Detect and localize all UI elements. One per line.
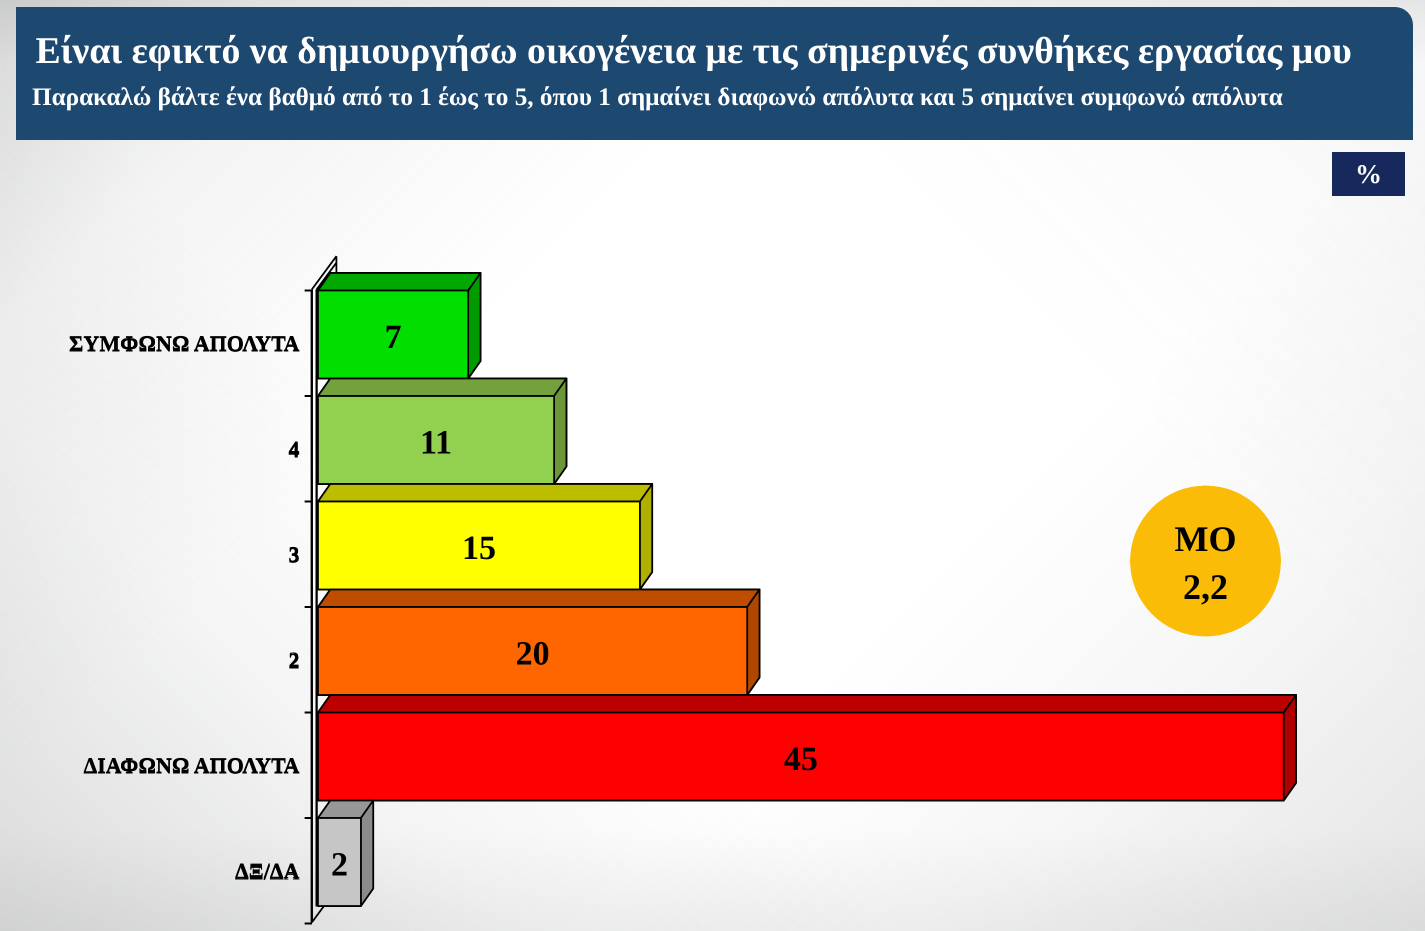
svg-text:45: 45 — [784, 741, 818, 778]
svg-text:ΔΞ/ΔΑ: ΔΞ/ΔΑ — [235, 859, 300, 884]
svg-text:3: 3 — [289, 543, 300, 568]
svg-text:3: 3 — [289, 541, 300, 566]
svg-text:ΣΥΜΦΩΝΩ ΑΠΟΛΥΤΑ: ΣΥΜΦΩΝΩ ΑΠΟΛΥΤΑ — [69, 330, 300, 355]
svg-text:ΔΙΑΦΩΝΩ ΑΠΟΛΥΤΑ: ΔΙΑΦΩΝΩ ΑΠΟΛΥΤΑ — [83, 754, 299, 779]
svg-text:ΜΟ: ΜΟ — [1175, 519, 1237, 559]
svg-text:4: 4 — [289, 437, 300, 462]
svg-text:11: 11 — [420, 425, 452, 462]
svg-text:ΔΞ/ΔΑ: ΔΞ/ΔΑ — [235, 858, 300, 883]
svg-text:2: 2 — [331, 847, 348, 884]
svg-text:4: 4 — [289, 437, 300, 462]
svg-text:15: 15 — [462, 530, 496, 567]
svg-text:4: 4 — [289, 436, 300, 461]
svg-text:ΔΙΑΦΩΝΩ ΑΠΟΛΥΤΑ: ΔΙΑΦΩΝΩ ΑΠΟΛΥΤΑ — [83, 752, 299, 777]
svg-text:2: 2 — [289, 648, 300, 673]
svg-text:2: 2 — [289, 647, 300, 672]
svg-text:2: 2 — [289, 648, 300, 673]
svg-text:ΣΥΜΦΩΝΩ ΑΠΟΛΥΤΑ: ΣΥΜΦΩΝΩ ΑΠΟΛΥΤΑ — [69, 332, 300, 357]
svg-text:20: 20 — [516, 636, 550, 673]
svg-text:ΔΞ/ΔΑ: ΔΞ/ΔΑ — [235, 859, 300, 884]
svg-text:2,2: 2,2 — [1183, 567, 1228, 607]
svg-text:ΣΥΜΦΩΝΩ ΑΠΟΛΥΤΑ: ΣΥΜΦΩΝΩ ΑΠΟΛΥΤΑ — [69, 332, 300, 357]
svg-text:3: 3 — [289, 543, 300, 568]
svg-text:7: 7 — [385, 319, 402, 356]
svg-text:ΔΙΑΦΩΝΩ ΑΠΟΛΥΤΑ: ΔΙΑΦΩΝΩ ΑΠΟΛΥΤΑ — [83, 754, 299, 779]
